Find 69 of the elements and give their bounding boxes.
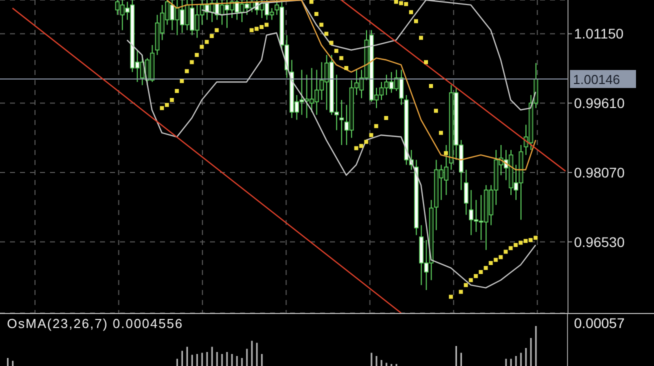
point — [458, 290, 463, 294]
point — [468, 278, 473, 282]
point — [384, 116, 388, 120]
point — [504, 250, 508, 254]
point — [344, 66, 348, 70]
point — [359, 144, 364, 148]
point — [329, 40, 334, 45]
point — [374, 124, 378, 128]
point — [488, 261, 493, 266]
point — [514, 242, 518, 247]
line-series — [126, 32, 536, 288]
point — [160, 106, 164, 110]
candlestick — [339, 99, 344, 146]
point — [524, 238, 528, 243]
point — [180, 79, 184, 84]
point — [364, 140, 368, 144]
point — [309, 0, 314, 4]
point — [528, 238, 533, 242]
point — [444, 151, 448, 156]
y-tick-label: 0.98070 — [574, 164, 625, 180]
point — [324, 32, 328, 36]
point — [494, 258, 498, 262]
point — [170, 98, 174, 102]
point — [319, 22, 324, 27]
point — [424, 60, 428, 64]
point — [339, 56, 344, 60]
point — [210, 34, 214, 38]
point — [498, 255, 503, 260]
point — [404, 2, 408, 6]
ref-line-label: 1.00146 — [573, 72, 620, 87]
point — [409, 10, 414, 14]
point — [428, 84, 433, 88]
point — [264, 22, 269, 27]
point — [204, 40, 209, 44]
candlestick — [464, 169, 468, 216]
point — [508, 246, 513, 250]
point — [194, 52, 199, 57]
point — [184, 69, 189, 74]
point — [518, 240, 523, 245]
point — [369, 133, 374, 138]
point — [399, 1, 404, 6]
point — [190, 60, 194, 64]
point — [484, 266, 488, 270]
line-series — [166, 0, 536, 170]
point — [464, 283, 468, 288]
point — [314, 12, 318, 16]
y-tick-label: 0.96530 — [574, 234, 625, 250]
text: 0.00057 — [574, 315, 625, 331]
point — [434, 108, 438, 113]
point — [448, 294, 453, 299]
point — [478, 270, 483, 274]
point — [438, 130, 443, 135]
point — [250, 28, 254, 32]
point — [474, 274, 478, 278]
chart-title: OsMA(23,26,7) 0.0004556 — [7, 316, 184, 331]
point — [414, 19, 418, 24]
y-tick-label: 1.01150 — [574, 26, 624, 42]
point — [354, 146, 358, 150]
point — [394, 0, 398, 4]
point — [254, 26, 259, 31]
point — [419, 36, 424, 40]
point — [260, 25, 264, 30]
point — [164, 102, 169, 107]
point — [534, 236, 538, 240]
point — [174, 88, 179, 93]
y-tick-label: 0.99610 — [574, 95, 625, 112]
point — [334, 48, 338, 53]
point — [214, 28, 219, 32]
point — [200, 44, 204, 49]
